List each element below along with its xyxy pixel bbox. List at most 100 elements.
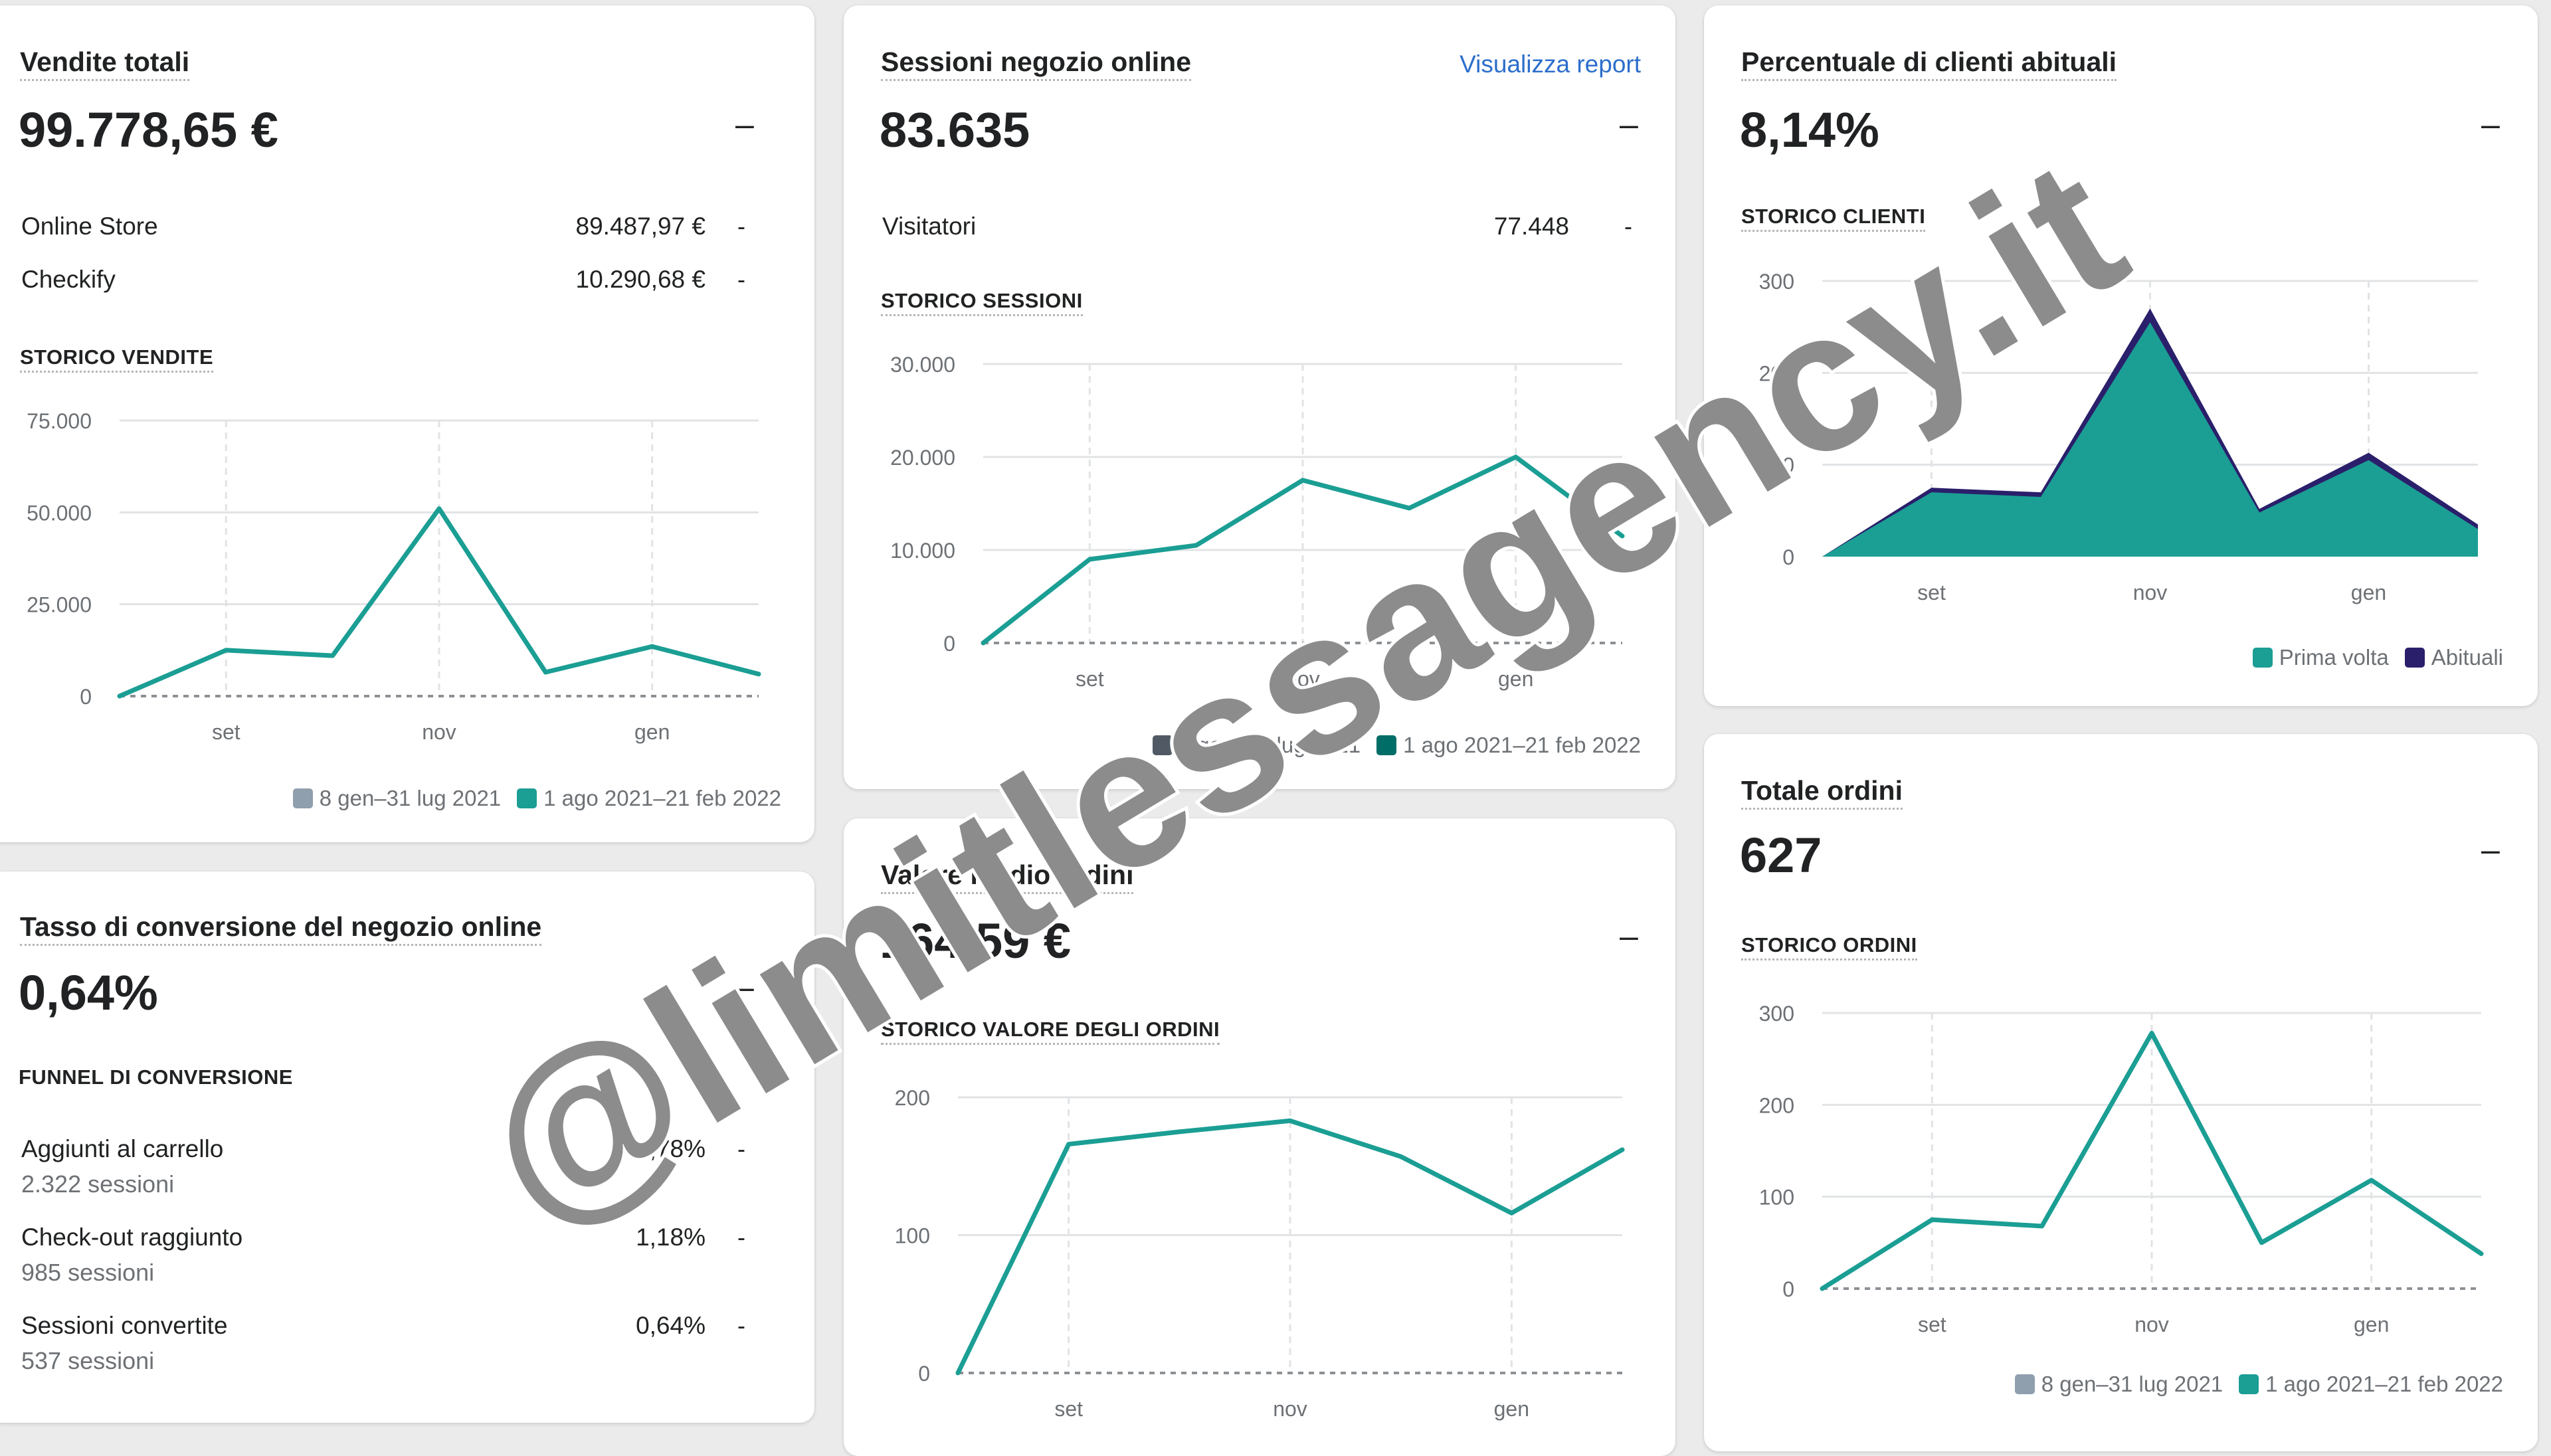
x-tick-label: nov [422,720,456,744]
legend-label: 1 ago 2021–21 feb 2022 [1403,733,1641,757]
x-tick-label: set [1076,667,1104,691]
sessions-title[interactable]: Sessioni negozio online [881,46,1191,81]
x-tick-label: gen [2351,581,2386,604]
sessions-card: Sessioni negozio online Visualizza repor… [844,5,1675,789]
legend-current-period: 1 ago 2021–21 feb 2022 [2239,1372,2503,1397]
x-tick-label: nov [2133,581,2168,604]
area-first-time-customers [1822,322,2478,557]
legend-previous-period: 8 gen–31 lug 2021 [2014,1372,2223,1397]
conversion-rate-card: Tasso di conversione del negozio online … [0,871,814,1423]
x-tick-label: set [1054,1397,1083,1421]
legend-swatch-teal [2239,1374,2259,1394]
sales-row-value: 10.290,68 € [575,266,706,293]
y-tick-label: 0 [1782,1277,1794,1301]
y-tick-label: 0 [943,632,955,656]
sessions-total-value: 83.635 [880,102,1030,157]
x-tick-label: gen [1494,1397,1529,1421]
funnel-step-label: Check-out raggiunto [21,1224,243,1251]
orders-legend: 8 gen–31 lug 2021 1 ago 2021–21 feb 2022 [1999,1372,2503,1397]
funnel-step-rate: 1,18% [636,1224,706,1251]
conversion-comparison-dash: – [735,968,754,1006]
legend-first-time: Prima volta [2252,645,2389,670]
sessions-row-dash: - [1624,213,1632,240]
y-tick-label: 30.000 [890,353,955,377]
y-tick-label: 100 [1759,454,1794,478]
series-line-current-period [955,1118,1625,1376]
y-tick-label: 25.000 [27,593,92,617]
sales-total-value: 99.778,65 € [19,102,278,157]
legend-label: Abituali [2431,645,2503,670]
customers-history-heading[interactable]: STORICO CLIENTI [1741,205,1926,232]
series-line-current-period [117,506,761,699]
funnel-step-label: Aggiunti al carrello [21,1135,224,1162]
sales-row-dash: - [737,213,745,240]
orders-history-heading[interactable]: STORICO ORDINI [1741,933,1917,960]
conversion-funnel-heading[interactable]: FUNNEL DI CONVERSIONE [19,1065,293,1089]
funnel-step-sessions: 2.322 sessioni [21,1170,175,1198]
y-tick-label: 0 [80,685,92,709]
sessions-history-chart: 0 10.000 20.000 30.000 set nov gen [890,353,1625,691]
total-orders-title[interactable]: Totale ordini [1741,775,1903,810]
series-line-current-period [981,454,1625,646]
sessions-comparison-dash: – [1620,106,1638,143]
legend-label: 8 gen–31 lug 2021 [319,786,502,810]
y-tick-label: 20.000 [890,446,955,470]
legend-swatch-teal [1376,735,1397,755]
x-tick-label: gen [2354,1313,2389,1336]
average-order-value-title[interactable]: Valore medio ordini [881,860,1134,894]
x-tick-label: nov [1285,667,1320,691]
funnel-step-dash: - [737,1312,745,1339]
y-tick-label: 200 [1759,361,1794,385]
legend-swatch-gray [1152,735,1173,755]
x-tick-label: set [1917,581,1946,604]
returning-customers-title[interactable]: Percentuale di clienti abituali [1741,46,2117,81]
sales-title[interactable]: Vendite totali [20,46,190,81]
sales-row-dash: - [737,266,745,293]
y-tick-label: 50.000 [27,501,92,525]
legend-label: 8 gen–31 lug 2021 [2041,1372,2223,1396]
sessions-legend: 8 gen–31 lug 2021 1 ago 2021–21 feb 2022 [1137,733,1641,758]
x-tick-label: nov [2134,1313,2169,1336]
conversion-rate-value: 0,64% [19,965,158,1020]
orders-history-chart: 0 100 200 300 set nov gen [1759,1002,2484,1336]
view-report-link[interactable]: Visualizza report [1460,50,1641,78]
sessions-history-heading[interactable]: STORICO SESSIONI [881,289,1083,316]
legend-label: 1 ago 2021–21 feb 2022 [2265,1372,2503,1396]
legend-swatch-teal [2252,648,2273,668]
x-tick-label: nov [1273,1397,1307,1421]
y-tick-label: 10.000 [890,539,955,563]
sales-history-heading[interactable]: STORICO VENDITE [20,345,214,373]
y-tick-label: 200 [895,1086,930,1110]
y-tick-label: 300 [1759,270,1794,294]
sales-row-value: 89.487,97 € [575,213,706,240]
aov-comparison-dash: – [1620,917,1638,955]
average-order-value-card: Valore medio ordini 164,59 € – STORICO V… [844,818,1675,1456]
y-tick-label: 100 [895,1224,930,1248]
sessions-row-value: 77.448 [1493,213,1569,240]
returning-customers-value: 8,14% [1740,102,1879,157]
legend-label: 8 gen–31 lug 2021 [1179,733,1361,757]
order-value-history-chart: 0 100 200 set nov gen [895,1086,1625,1421]
conversion-rate-title[interactable]: Tasso di conversione del negozio online [20,911,542,946]
customers-legend: Prima volta Abituali [2237,645,2503,670]
funnel-step-dash: - [737,1224,745,1251]
legend-label: Prima volta [2279,645,2389,670]
legend-label: 1 ago 2021–21 feb 2022 [543,786,781,810]
y-tick-label: 100 [1759,1186,1794,1210]
sales-card: Vendite totali 99.778,65 € – Online Stor… [0,5,814,842]
sales-row-label: Online Store [21,213,158,240]
legend-current-period: 1 ago 2021–21 feb 2022 [517,786,781,811]
legend-returning: Abituali [2404,645,2503,670]
total-orders-value: 627 [1740,828,1822,883]
sales-legend: 8 gen–31 lug 2021 1 ago 2021–21 feb 2022 [277,786,781,811]
funnel-step-label: Sessioni convertite [21,1312,228,1339]
y-tick-label: 0 [1782,545,1794,569]
x-tick-label: gen [634,720,670,744]
x-tick-label: gen [1498,667,1533,691]
legend-swatch-navy [2404,648,2425,668]
sales-comparison-dash: – [735,106,754,143]
y-tick-label: 75.000 [27,409,92,433]
legend-previous-period: 8 gen–31 lug 2021 [292,786,502,811]
customers-history-chart: 0 100 200 300 set nov gen [1759,270,2478,604]
order-value-history-heading[interactable]: STORICO VALORE DEGLI ORDINI [881,1018,1220,1045]
